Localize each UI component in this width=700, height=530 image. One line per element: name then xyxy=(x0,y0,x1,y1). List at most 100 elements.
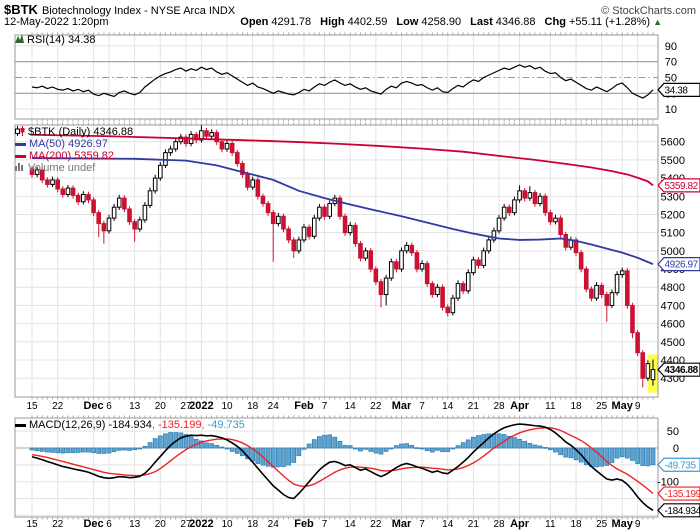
macd-histogram-bar xyxy=(553,447,558,453)
x-axis-label: 20 xyxy=(155,519,167,530)
value-badge-text: -184.934 xyxy=(665,506,700,517)
x-axis-label: 24 xyxy=(268,519,280,530)
x-axis-label: 14 xyxy=(345,401,357,412)
symbol: $BTK xyxy=(4,2,38,17)
x-axis-label: 13 xyxy=(129,519,141,530)
candle-up xyxy=(224,143,230,150)
candle-up xyxy=(276,215,281,225)
candle-up xyxy=(650,369,656,381)
y-axis-label: 10 xyxy=(665,104,677,116)
macd-legend: MACD(12,26,9) -184.934, -135.199, -49.73… xyxy=(15,419,245,431)
macd-histogram-bar xyxy=(281,447,286,467)
ma50-line xyxy=(31,157,654,265)
macd-histogram-bar xyxy=(311,439,317,449)
macd-histogram-bar xyxy=(106,447,112,454)
candle-up xyxy=(173,141,179,150)
macd-histogram-bar xyxy=(111,447,117,453)
x-axis-label: 9 xyxy=(635,519,641,530)
main-panel-border xyxy=(14,124,659,398)
candle-down xyxy=(255,179,261,197)
candle-down xyxy=(96,212,102,225)
candle-up xyxy=(65,187,71,195)
candle-up xyxy=(383,277,389,296)
macd-histogram-bar xyxy=(486,433,492,449)
macd-histogram-bar xyxy=(594,447,599,468)
macd-histogram-bar xyxy=(378,447,384,455)
x-axis-label: 22 xyxy=(370,401,382,412)
candle-down xyxy=(358,243,363,259)
timestamp: 12-May-2022 1:20pm xyxy=(4,16,109,28)
macd-histogram-bar xyxy=(70,447,76,454)
macd-histogram-bar xyxy=(337,440,343,449)
value-badge-text: -49.735 xyxy=(665,460,697,471)
y-axis-label: 4800 xyxy=(661,282,685,294)
macd-histogram-bar xyxy=(157,435,163,449)
candle-up xyxy=(301,226,307,241)
macd-histogram-bar xyxy=(399,443,404,449)
macd-histogram-bar xyxy=(424,447,430,452)
candle-down xyxy=(630,304,635,334)
candle-down xyxy=(604,294,610,306)
macd-histogram-bar xyxy=(183,434,189,449)
ma200-line-icon xyxy=(15,154,26,158)
macd-histogram-bar xyxy=(317,436,322,449)
candle-up xyxy=(34,169,40,175)
macd-histogram-bar xyxy=(624,447,630,459)
x-axis-label: 9 xyxy=(635,401,641,412)
candle-up xyxy=(116,197,122,208)
chg-value: +55.11 (+1.28%) xyxy=(568,16,651,28)
candle-down xyxy=(322,206,327,217)
high-value: 4402.59 xyxy=(347,16,388,28)
value-badge-text: 34.38 xyxy=(665,85,689,96)
macd-histogram-bar xyxy=(645,447,651,467)
macd-histogram-bar xyxy=(188,436,194,449)
macd-histogram-bar xyxy=(471,436,476,449)
candle-up xyxy=(594,284,599,299)
candle-down xyxy=(39,169,45,181)
macd-histogram-bar xyxy=(142,445,148,449)
macd-histogram-bar xyxy=(80,447,86,453)
candle-up xyxy=(363,250,368,259)
candle-down xyxy=(583,268,589,290)
macd-histogram-bar xyxy=(327,434,333,449)
candle-down xyxy=(234,152,240,165)
candle-up xyxy=(158,164,163,179)
candle-down xyxy=(445,306,451,314)
candle-down xyxy=(214,132,220,143)
candle-down xyxy=(240,163,245,175)
macd-histogram-bar xyxy=(116,447,122,451)
candle-up xyxy=(491,230,497,241)
candle-down xyxy=(306,226,312,237)
open-value: 4291.78 xyxy=(271,16,312,28)
candle-down xyxy=(286,228,291,241)
candle-down xyxy=(625,270,630,306)
value-badge-text: 4346.88 xyxy=(665,365,699,376)
candle-down xyxy=(60,188,66,195)
x-axis-label: Dec xyxy=(83,400,103,412)
x-axis-label: 11 xyxy=(545,519,556,530)
macd-histogram-bar xyxy=(347,445,353,449)
x-axis-label: 22 xyxy=(52,519,64,530)
symbol-title: $BTK Biotechnology Index - NYSE Arca INDX xyxy=(4,1,235,19)
candle-down xyxy=(368,250,374,270)
candle-up xyxy=(50,179,55,185)
candle-down xyxy=(532,192,538,205)
macd-histogram-bar xyxy=(614,447,620,459)
macd-histogram-bar xyxy=(34,447,40,452)
candle-up xyxy=(81,193,86,203)
candle-up xyxy=(553,217,558,223)
macd-histogram-bar xyxy=(127,447,132,451)
y-axis-label: 50 xyxy=(667,426,679,438)
candle-down xyxy=(563,233,569,248)
x-axis-label: 25 xyxy=(596,519,608,530)
macd-histogram-bar xyxy=(414,447,420,450)
candle-up xyxy=(419,263,425,270)
macd-histogram-bar xyxy=(352,447,358,450)
candle-up xyxy=(614,273,620,294)
candle-up xyxy=(209,132,214,137)
candle-up xyxy=(327,203,332,217)
x-axis-label: 10 xyxy=(221,401,233,412)
macd-histogram-bar xyxy=(204,442,209,449)
rsi-area-icon xyxy=(15,34,24,46)
x-axis-label: 14 xyxy=(442,519,454,530)
